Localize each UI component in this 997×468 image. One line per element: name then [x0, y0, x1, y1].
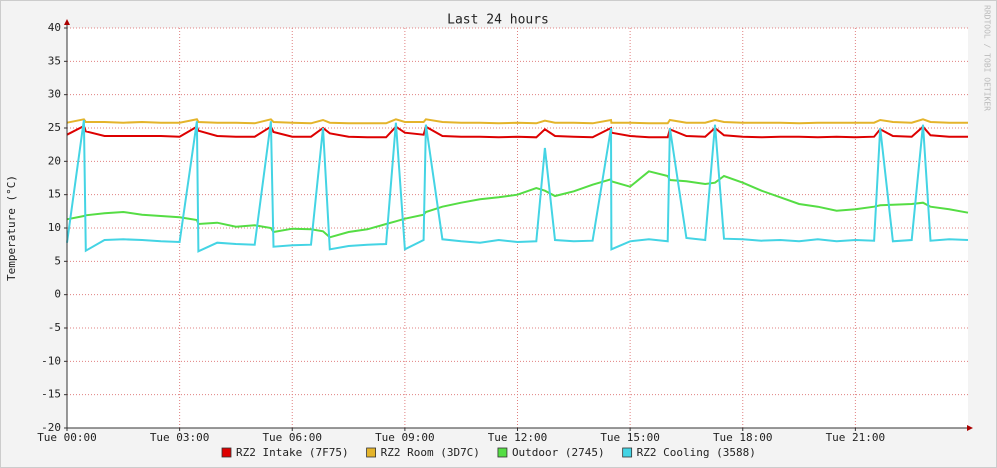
- x-tick-label: Tue 06:00: [262, 431, 322, 444]
- y-tick-label: 40: [48, 21, 61, 34]
- side-note: RRDTOOL / TOBI OETIKER: [983, 5, 992, 111]
- series-line: [66, 118, 968, 125]
- legend: RZ2 Intake (7F75) RZ2 Room (3D7C) Outdoor …: [221, 446, 756, 459]
- y-tick-label: -15: [41, 388, 61, 401]
- x-tick-label: Tue 00:00: [37, 431, 97, 444]
- series-line: [66, 119, 969, 253]
- legend-swatch: [366, 447, 376, 458]
- y-tick-label: 35: [48, 54, 61, 67]
- y-arrow: [64, 19, 70, 25]
- legend-swatch: [221, 447, 232, 458]
- y-tick-label: -5: [48, 321, 61, 334]
- y-tick-label: 5: [54, 254, 61, 267]
- x-tick-label: Tue 15:00: [600, 431, 660, 444]
- x-tick-label: Tue 21:00: [826, 431, 886, 444]
- y-tick-label: 20: [48, 154, 61, 167]
- y-tick-label: -20: [41, 421, 61, 434]
- x-tick-label: Tue 18:00: [713, 431, 773, 444]
- x-tick-label: Tue 03:00: [150, 431, 210, 444]
- chart-title: Last 24 hours: [447, 13, 549, 28]
- y-axis-label: Temperature (°C): [5, 175, 18, 281]
- legend-swatch: [622, 447, 633, 458]
- series-line: [66, 124, 968, 139]
- y-tick-label: 25: [48, 121, 61, 134]
- y-tick-label: 10: [48, 221, 61, 234]
- legend-label: Outdoor (2745): [512, 446, 605, 459]
- series-line: [66, 170, 969, 239]
- y-tick-label: 15: [48, 188, 61, 201]
- y-tick-label: 30: [48, 88, 61, 101]
- lines: [66, 118, 969, 253]
- y-tick-label: 0: [54, 288, 61, 301]
- legend-swatch: [497, 447, 508, 458]
- x-arrow: [967, 425, 973, 431]
- legend-label: RZ2 Cooling (3588): [637, 446, 756, 459]
- y-tick-label: -10: [41, 354, 61, 367]
- legend-label: RZ2 Room (3D7C): [381, 446, 480, 459]
- x-tick-label: Tue 09:00: [375, 431, 435, 444]
- x-tick-label: Tue 12:00: [488, 431, 548, 444]
- legend-label: RZ2 Intake (7F75): [236, 446, 349, 459]
